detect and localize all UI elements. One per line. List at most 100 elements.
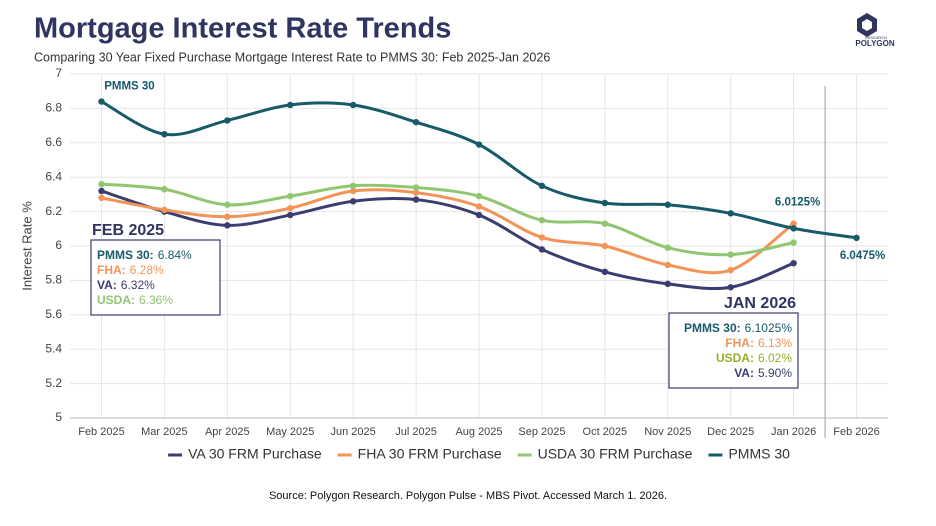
logo: RESEARCH POLYGON xyxy=(855,13,895,48)
data-point xyxy=(161,206,168,214)
callout-label: USDA: xyxy=(716,351,754,365)
data-point xyxy=(601,242,609,250)
callout-label: PMMS 30: xyxy=(684,321,741,335)
callout-value: 6.36% xyxy=(139,293,173,307)
callout-line: USDA: 6.02% xyxy=(716,351,792,365)
data-point xyxy=(538,234,546,241)
y-tick-label: 5.2 xyxy=(45,376,62,390)
data-point xyxy=(475,192,483,200)
data-point xyxy=(790,220,797,227)
data-point xyxy=(161,131,168,138)
x-tick-label: Sep 2025 xyxy=(518,426,565,438)
callout-value: 6.32% xyxy=(121,278,155,292)
data-point xyxy=(475,211,483,219)
y-tick-label: 6.6 xyxy=(45,135,62,149)
chart-subtitle: Comparing 30 Year Fixed Purchase Mortgag… xyxy=(34,50,550,64)
callout-value: 6.13% xyxy=(758,336,792,350)
callout-value: 6.28% xyxy=(130,263,164,277)
callout-line: FHA: 6.13% xyxy=(725,336,792,350)
data-point xyxy=(287,204,294,212)
data-point xyxy=(412,189,420,196)
x-tick-label: Apr 2025 xyxy=(205,426,250,438)
data-point xyxy=(790,260,797,267)
source: Source: Polygon Research. Polygon Pulse … xyxy=(269,490,667,502)
callout-title: JAN 2026 xyxy=(724,295,796,312)
data-point xyxy=(727,251,734,258)
data-point xyxy=(664,261,671,269)
data-point xyxy=(98,180,105,188)
callout-line: VA: 6.32% xyxy=(97,278,155,292)
series-line xyxy=(101,182,794,257)
data-point xyxy=(224,201,231,208)
data-point xyxy=(98,187,105,195)
data-point xyxy=(475,141,483,148)
data-point xyxy=(412,118,420,126)
logo-name: POLYGON xyxy=(855,39,894,48)
data-point xyxy=(601,268,609,275)
data-point xyxy=(475,203,483,210)
logo-mark-inner xyxy=(862,19,872,31)
x-tick-label: Nov 2025 xyxy=(644,426,691,438)
y-tick-label: 5 xyxy=(55,410,62,424)
legend-label: PMMS 30 xyxy=(728,446,790,462)
callout-line: FHA: 6.28% xyxy=(97,263,164,277)
callout-value: 5.90% xyxy=(758,366,792,380)
x-tick-label: Jan 2026 xyxy=(771,426,816,438)
data-point xyxy=(664,201,671,208)
data-point xyxy=(98,98,105,105)
data-point xyxy=(287,211,294,219)
y-tick-label: 6.8 xyxy=(45,101,62,115)
data-point xyxy=(224,117,231,124)
callout-label: VA: xyxy=(734,366,754,380)
data-point xyxy=(727,266,734,274)
y-tick-label: 6.4 xyxy=(45,169,62,183)
x-tick-label: Oct 2025 xyxy=(583,426,628,438)
data-point xyxy=(538,182,546,189)
data-point xyxy=(790,239,797,246)
callout-value: 6.02% xyxy=(758,351,792,365)
callout-title: FEB 2025 xyxy=(92,222,164,239)
x-tick-label: Dec 2025 xyxy=(707,426,754,438)
data-point xyxy=(287,192,294,200)
x-tick-label: Feb 2026 xyxy=(833,426,879,438)
point-label: 6.0125% xyxy=(775,196,820,208)
data-point xyxy=(349,198,357,205)
legend-label: VA 30 FRM Purchase xyxy=(188,446,322,462)
x-tick-label: Jul 2025 xyxy=(395,426,437,438)
callout-line: VA: 5.90% xyxy=(734,366,792,380)
y-tick-label: 5.4 xyxy=(45,341,62,355)
x-tick-label: Mar 2025 xyxy=(141,426,187,438)
callout-box xyxy=(90,239,221,316)
callout-value: 6.84% xyxy=(158,248,192,262)
callout-label: VA: xyxy=(97,278,117,292)
data-point xyxy=(601,199,609,207)
data-point xyxy=(664,244,671,251)
data-point xyxy=(224,213,231,220)
logo-small: RESEARCH xyxy=(865,35,887,40)
callout-label: USDA: xyxy=(97,293,135,307)
data-point xyxy=(412,196,420,203)
x-tick-label: Aug 2025 xyxy=(455,426,502,438)
legend-label: FHA 30 FRM Purchase xyxy=(358,446,502,462)
legend-label: USDA 30 FRM Purchase xyxy=(538,446,693,462)
y-tick-label: 5.6 xyxy=(45,307,62,321)
callout-line: PMMS 30: 6.1025% xyxy=(684,321,792,335)
data-point xyxy=(664,280,671,288)
point-label: PMMS 30 xyxy=(104,81,155,93)
data-point xyxy=(727,284,734,291)
data-point xyxy=(161,186,168,193)
y-tick-label: 6 xyxy=(55,238,62,252)
chart-title: Mortgage Interest Rate Trends xyxy=(34,13,451,45)
x-tick-label: Jun 2025 xyxy=(331,426,376,438)
callout-label: FHA: xyxy=(97,263,126,277)
data-point xyxy=(538,217,546,224)
data-point xyxy=(98,194,105,202)
data-point xyxy=(349,182,357,189)
data-point xyxy=(412,184,420,191)
data-point xyxy=(349,187,357,195)
data-point xyxy=(601,220,609,227)
data-point xyxy=(224,222,231,229)
data-point xyxy=(790,225,797,232)
callout-line: PMMS 30: 6.84% xyxy=(97,248,192,262)
